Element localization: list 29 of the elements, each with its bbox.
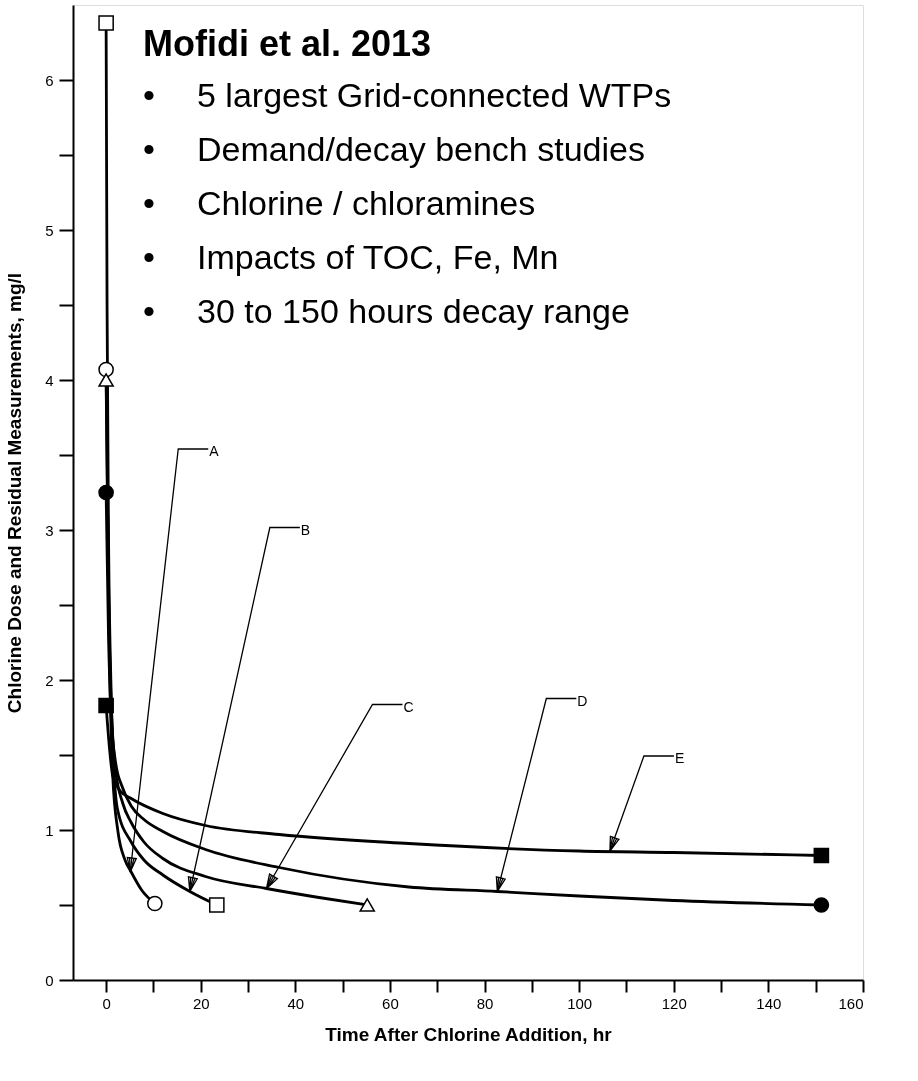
x-tick-label: 0: [102, 994, 111, 1012]
x-tick-label: 80: [476, 994, 494, 1012]
y-tick-label: 2: [45, 671, 54, 689]
x-tick-label: 40: [287, 994, 305, 1012]
text: • Impacts of TOC, Fe, Mn: [143, 238, 559, 276]
y-tick-label: 5: [45, 221, 54, 239]
annotation: B: [300, 521, 311, 538]
text: • 30 to 150 hours decay range: [143, 292, 630, 330]
x-tick-label: 160: [838, 994, 864, 1012]
text: • Chlorine / chloramines: [143, 184, 536, 222]
y-tick-label: 4: [45, 371, 54, 389]
annotation: A: [209, 443, 220, 459]
annotation: C: [403, 698, 414, 715]
y-tick-label: 3: [45, 521, 54, 539]
y-tick-label: 0: [45, 971, 54, 989]
x-tick-label: 20: [192, 994, 210, 1012]
y-tick-label: 6: [45, 71, 54, 89]
y-axis-title: Chlorine Dose and Residual Measurements, mg/l: [4, 272, 26, 714]
text: • Demand/decay bench studies: [143, 130, 645, 168]
annotation: E: [674, 750, 685, 766]
x-tick-label: 100: [567, 994, 593, 1012]
text: • 5 largest Grid-connected WTPs: [143, 76, 672, 114]
text: Mofidi et al. 2013: [143, 23, 432, 64]
annotation: D: [577, 692, 588, 709]
x-tick-label: 60: [382, 994, 399, 1012]
y-tick-label: 1: [45, 821, 54, 839]
x-tick-label: 140: [756, 994, 782, 1012]
x-tick-label: 120: [661, 994, 687, 1012]
x-axis-title: Time After Chlorine Addition, hr: [325, 1023, 613, 1045]
